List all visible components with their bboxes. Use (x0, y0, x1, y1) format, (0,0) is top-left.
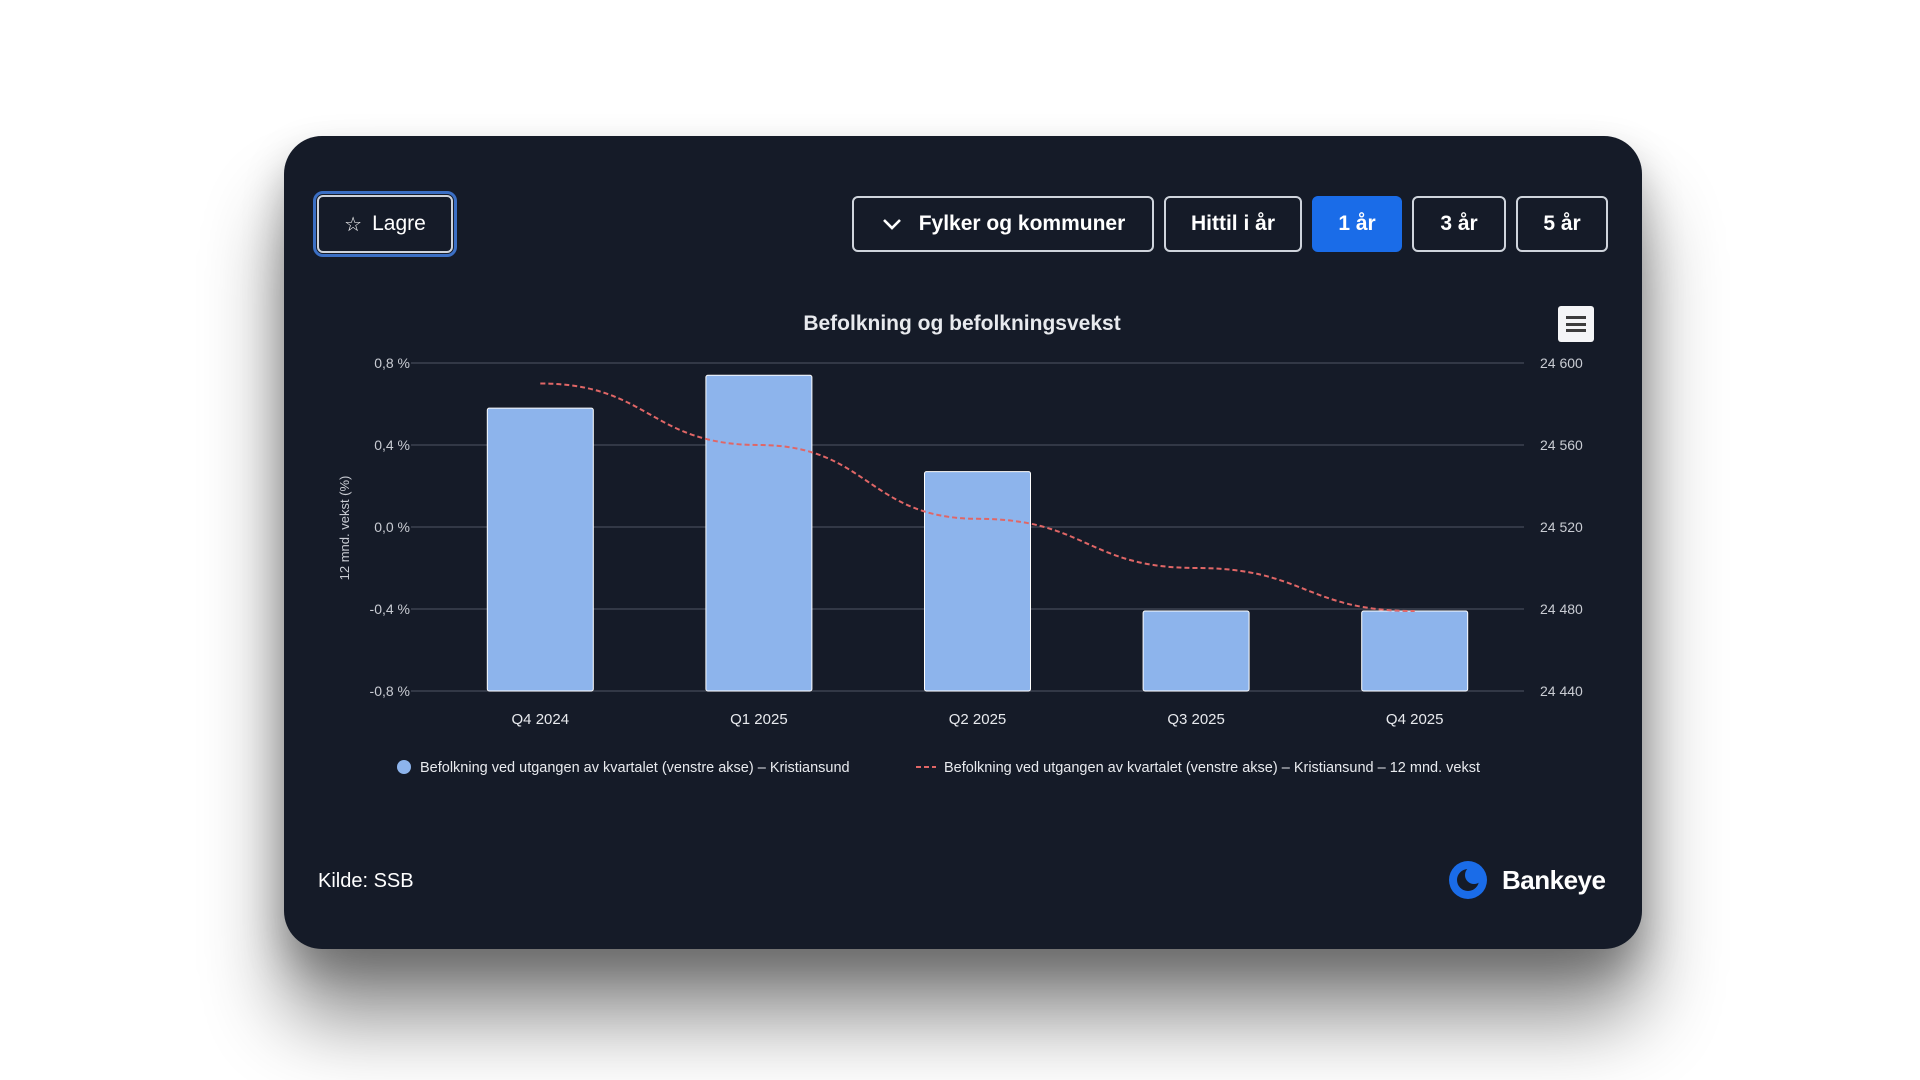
chart-area: Befolkning og befolkningsvekst 0,8 % 0,4 … (337, 312, 1583, 776)
chart-card: ☆ Lagre Fylker og kommuner Hittil i år 1… (284, 136, 1642, 949)
brand-name: Bankeye (1502, 864, 1606, 895)
range-button-3y[interactable]: 3 år (1412, 196, 1506, 252)
bar[interactable] (486, 407, 594, 692)
left-tick-label: -0,4 % (370, 601, 410, 617)
x-tick-label: Q3 2025 (1167, 711, 1225, 728)
legend-label-line: Befolkning ved utgangen av kvartalet (ve… (944, 760, 1480, 776)
right-tick-label: 24 600 (1540, 355, 1583, 371)
right-tick-label: 24 480 (1540, 601, 1583, 617)
save-button[interactable]: ☆ Lagre (313, 191, 457, 257)
chart-title: Befolkning og befolkningsvekst (803, 312, 1120, 335)
right-tick-label: 24 560 (1540, 437, 1583, 453)
range-button-5y[interactable]: 5 år (1516, 196, 1608, 252)
left-axis-ticks: 0,8 % 0,4 % 0,0 % -0,4 % -0,8 % (370, 355, 410, 699)
save-button-label: Lagre (372, 212, 426, 235)
bar-series (486, 374, 1469, 692)
growth-line[interactable] (540, 382, 1415, 613)
left-tick-label: 0,0 % (374, 519, 410, 535)
region-dropdown-label: Fylker og kommuner (918, 212, 1126, 235)
right-tick-label: 24 440 (1540, 683, 1583, 699)
star-icon: ☆ (344, 213, 363, 236)
chart-menu-icon[interactable] (1558, 306, 1594, 342)
region-dropdown[interactable]: Fylker og kommuner (852, 196, 1154, 252)
x-tick-label: Q4 2025 (1386, 711, 1444, 728)
x-tick-label: Q2 2025 (949, 711, 1007, 728)
source-label: Kilde: SSB (318, 870, 414, 892)
legend-marker-bars (397, 760, 411, 774)
bankeye-logo-icon (1449, 861, 1487, 899)
x-axis-ticks: Q4 2024 Q1 2025 Q2 2025 Q3 2025 Q4 2025 (512, 711, 1444, 728)
bar[interactable] (705, 374, 813, 692)
line-series (540, 382, 1415, 613)
left-tick-label: 0,8 % (374, 355, 410, 371)
right-axis-ticks: 24 600 24 560 24 520 24 480 24 440 (1540, 355, 1583, 699)
bar[interactable] (924, 471, 1031, 692)
legend-item-bars[interactable]: Befolkning ved utgangen av kvartalet (ve… (397, 760, 850, 776)
legend-item-line[interactable]: Befolkning ved utgangen av kvartalet (ve… (916, 760, 1480, 776)
x-tick-label: Q1 2025 (730, 711, 788, 728)
bar[interactable] (1142, 610, 1250, 692)
legend: Befolkning ved utgangen av kvartalet (ve… (397, 760, 1480, 776)
chevron-down-icon (882, 219, 901, 230)
bar[interactable] (1361, 610, 1469, 692)
left-axis-label: 12 mnd. vekst (%) (337, 476, 352, 581)
left-tick-label: -0,8 % (370, 683, 410, 699)
right-tick-label: 24 520 (1540, 519, 1583, 535)
legend-label-bars: Befolkning ved utgangen av kvartalet (ve… (420, 760, 850, 776)
range-button-1y[interactable]: 1 år (1312, 196, 1402, 252)
brand-logo: Bankeye (1448, 860, 1606, 900)
range-button-ytd[interactable]: Hittil i år (1164, 196, 1302, 252)
x-tick-label: Q4 2024 (512, 711, 570, 728)
left-tick-label: 0,4 % (374, 437, 410, 453)
